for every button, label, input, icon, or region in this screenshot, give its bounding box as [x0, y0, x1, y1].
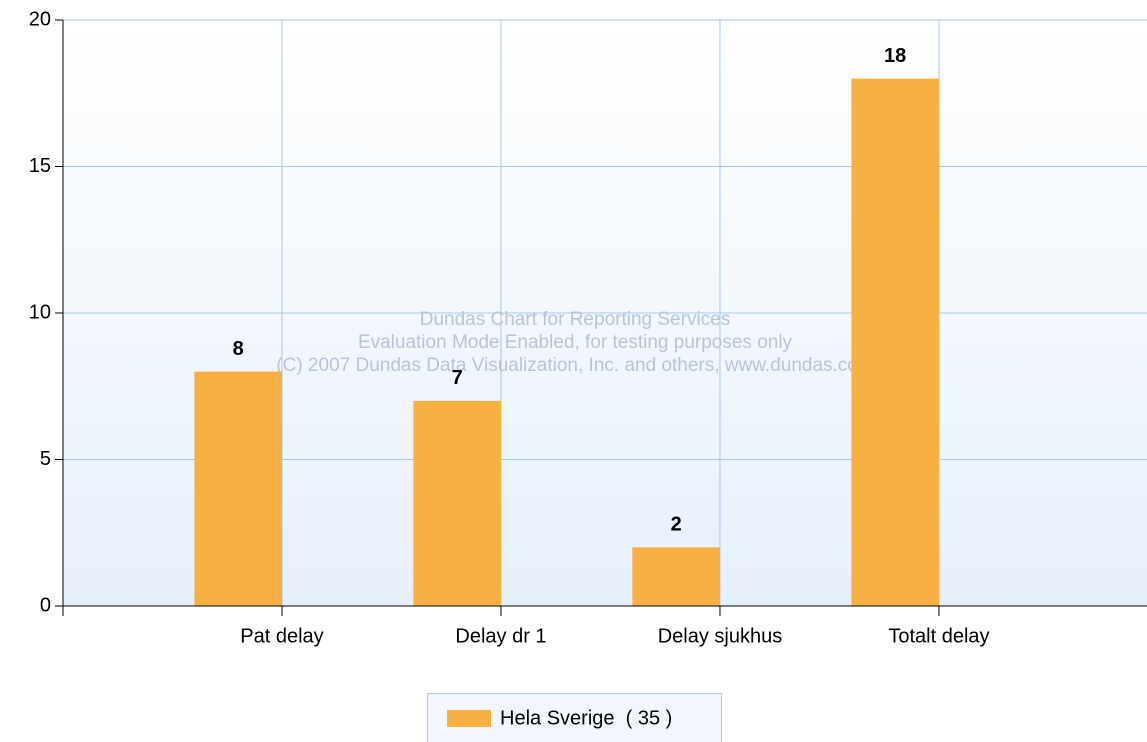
y-tick-label: 5: [40, 448, 51, 470]
x-tick-label: Pat delay: [240, 625, 323, 647]
y-tick-label: 20: [29, 8, 51, 30]
x-tick-label: Delay dr 1: [455, 625, 546, 647]
y-tick-label: 0: [40, 594, 51, 616]
watermark: Dundas Chart for Reporting Services: [420, 309, 730, 330]
legend-label: Hela Sverige ( 35 ): [500, 707, 672, 729]
value-label: 18: [884, 45, 906, 67]
watermark: Evaluation Mode Enabled, for testing pur…: [358, 332, 793, 353]
value-label: 8: [233, 338, 244, 360]
x-tick-label: Totalt delay: [888, 625, 989, 647]
watermark: (C) 2007 Dundas Data Visualization, Inc.…: [276, 355, 873, 376]
x-tick-label: Delay sjukhus: [658, 625, 783, 647]
legend-swatch: [447, 710, 491, 727]
value-label: 2: [671, 514, 682, 536]
y-tick-label: 10: [29, 301, 51, 323]
value-label: 7: [452, 367, 463, 389]
bar: [413, 400, 501, 606]
bar: [851, 78, 939, 607]
bar: [194, 371, 282, 606]
y-tick-label: 15: [29, 155, 51, 177]
bar: [632, 547, 720, 606]
